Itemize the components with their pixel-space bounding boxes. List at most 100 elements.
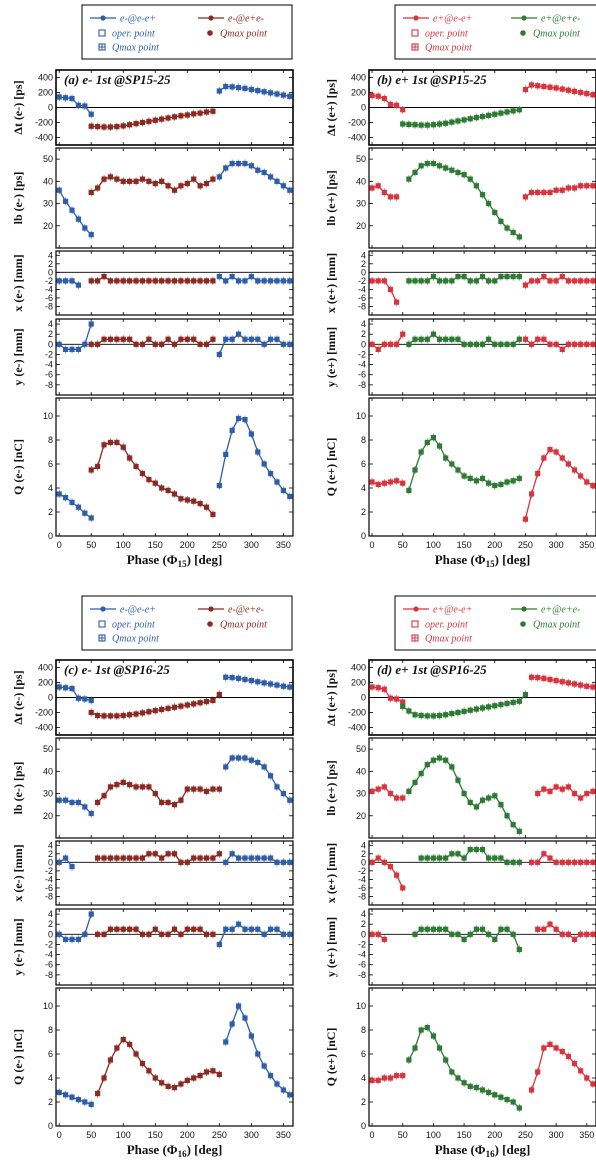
y-tick-label: 4 xyxy=(361,319,366,329)
series-e+@e+e- xyxy=(406,272,522,285)
legend-label: oper. point xyxy=(112,29,155,40)
y-tick-label: 4 xyxy=(48,250,53,260)
y-axis-label: lb (e-) [ps] xyxy=(11,762,25,815)
y-tick-label: 2 xyxy=(48,507,53,517)
series-e+@e-e+ xyxy=(528,849,596,867)
legend-marker xyxy=(100,606,106,612)
series-e+@e+e- xyxy=(400,690,529,720)
y-tick-label: -6 xyxy=(45,883,53,893)
subplot-frame xyxy=(368,147,596,249)
x-tick-label: 250 xyxy=(212,540,227,550)
y-tick-label: -6 xyxy=(45,293,53,303)
y-tick-label: 2 xyxy=(361,507,366,517)
series-e-@e-e+ xyxy=(56,276,82,290)
y-tick-label: 4 xyxy=(48,483,53,493)
subplot-y: 420-2-4-6-8 y (e-) [mm] xyxy=(11,908,294,986)
series-e+@e-e+ xyxy=(535,782,596,802)
y-tick-label: -4 xyxy=(358,874,366,884)
series-e+@e-e+ xyxy=(369,1071,406,1085)
y-tick-label: 0 xyxy=(361,1121,366,1131)
y-tick-label: -4 xyxy=(358,360,366,370)
x-axis-label: Phase (Φ15) [deg] xyxy=(435,552,531,569)
legend-label: e+@e+e- xyxy=(541,605,580,616)
y-tick-label: 0 xyxy=(361,339,366,349)
y-axis-label: y (e-) [mm] xyxy=(11,918,25,975)
y-tick-label: 4 xyxy=(48,319,53,329)
x-tick-label: 350 xyxy=(276,540,291,550)
y-tick-label: -8 xyxy=(358,891,366,901)
subplot-lb: 50 40 30 20 lb (e+) [ps] xyxy=(324,737,596,839)
series-e+@e+e- xyxy=(406,433,522,495)
y-tick-label: -8 xyxy=(358,301,366,311)
series-e-@e-e+ xyxy=(56,854,75,871)
y-axis-label: y (e+) [mm] xyxy=(324,327,338,387)
y-axis-label: Δt (e+) [ps] xyxy=(324,79,338,136)
y-tick-label: 40 xyxy=(356,766,366,776)
series-line xyxy=(537,923,593,941)
series-e-@e-e+ xyxy=(56,1088,94,1109)
legend-label: Qmax point xyxy=(425,43,472,54)
series-e+@e-e+ xyxy=(528,673,596,691)
panel-d: e+@e-e+ e+@e+e-oper. point Qmax point Qmax … xyxy=(324,595,596,1159)
y-axis-label: x (e+) [mm] xyxy=(324,253,338,313)
y-tick-label: -4 xyxy=(358,284,366,294)
legend-marker xyxy=(208,15,214,21)
series-e+@e-e+ xyxy=(369,782,406,802)
subplot-y: 420-2-4-6-8 y (e+) [mm] xyxy=(324,908,596,986)
legend-marker xyxy=(413,606,419,612)
series-e+@e-e+ xyxy=(528,1040,596,1094)
series-e+@e-e+ xyxy=(522,181,596,201)
y-axis-label: Q (e-) [nC] xyxy=(11,1029,25,1085)
subplot-Q: 10 8 6 4 2 0 Q (e-) [nC] 0 50 100 150 200 250 300 350 P… xyxy=(11,987,294,1159)
y-tick-label: -4 xyxy=(358,950,366,960)
subplot-frame xyxy=(368,987,596,1127)
y-tick-label: 50 xyxy=(356,154,366,164)
series-e+@e-e+ xyxy=(522,272,596,290)
series-e-@e+e- xyxy=(95,925,216,939)
series-line xyxy=(414,928,520,950)
x-tick-label: 150 xyxy=(457,1130,472,1140)
legend-marker xyxy=(98,29,106,37)
y-tick-label: -2 xyxy=(358,866,366,876)
y-tick-label: -2 xyxy=(358,349,366,359)
y-axis-label: x (e-) [mm] xyxy=(11,844,25,901)
y-tick-label: 6 xyxy=(361,459,366,469)
legend-marker xyxy=(521,15,527,21)
x-axis-label: Phase (Φ15) [deg] xyxy=(127,552,223,569)
legend-b: e+@e-e+ e+@e+e-oper. point Qmax point Qmax … xyxy=(394,4,596,60)
y-tick-label: 4 xyxy=(361,909,366,919)
x-tick-label: 350 xyxy=(276,1130,291,1140)
x-tick-label: 50 xyxy=(398,1130,408,1140)
series-e+@e+e- xyxy=(406,1023,522,1112)
y-tick-label: 200 xyxy=(351,88,366,98)
y-tick-label: 2 xyxy=(48,1097,53,1107)
legend-label: Qmax point xyxy=(112,43,159,54)
y-tick-label: 4 xyxy=(48,1073,53,1083)
series-e-@e+e- xyxy=(95,1035,222,1098)
y-tick-label: 2 xyxy=(48,329,53,339)
legend-marker xyxy=(413,15,419,21)
series-e-@e-e+ xyxy=(216,272,293,285)
subplot-y: 420-2-4-6-8 y (e+) [mm] xyxy=(324,318,596,396)
legend-marker xyxy=(411,620,419,628)
x-axis-label: Phase (Φ16) [deg] xyxy=(435,1142,531,1159)
y-tick-label: 0 xyxy=(361,857,366,867)
x-tick-label: 200 xyxy=(487,1130,502,1140)
series-line xyxy=(59,280,79,286)
x-tick-label: 250 xyxy=(518,540,533,550)
x-tick-label: 150 xyxy=(148,1130,163,1140)
y-tick-label: 30 xyxy=(43,789,53,799)
y-tick-label: 2 xyxy=(361,1097,366,1107)
y-tick-label: 200 xyxy=(38,88,53,98)
legend-marker xyxy=(520,621,526,627)
subplot-Q: 10 8 6 4 2 0 Q (e-) [nC] 0 50 100 150 200 250 300 350 P… xyxy=(11,397,294,569)
x-tick-label: 300 xyxy=(244,540,259,550)
legend-label: Qmax point xyxy=(220,620,267,631)
y-tick-label: -200 xyxy=(35,708,53,718)
x-tick-label: 250 xyxy=(518,1130,533,1140)
subplot-y: 420-2-4-6-8 y (e-) [mm] xyxy=(11,318,294,396)
y-axis-label: lb (e+) [ps] xyxy=(324,170,338,226)
y-tick-label: 2 xyxy=(48,849,53,859)
panel-a: e-@e-e+ e-@e+e-oper. point Qmax point Qmax … xyxy=(11,4,294,569)
